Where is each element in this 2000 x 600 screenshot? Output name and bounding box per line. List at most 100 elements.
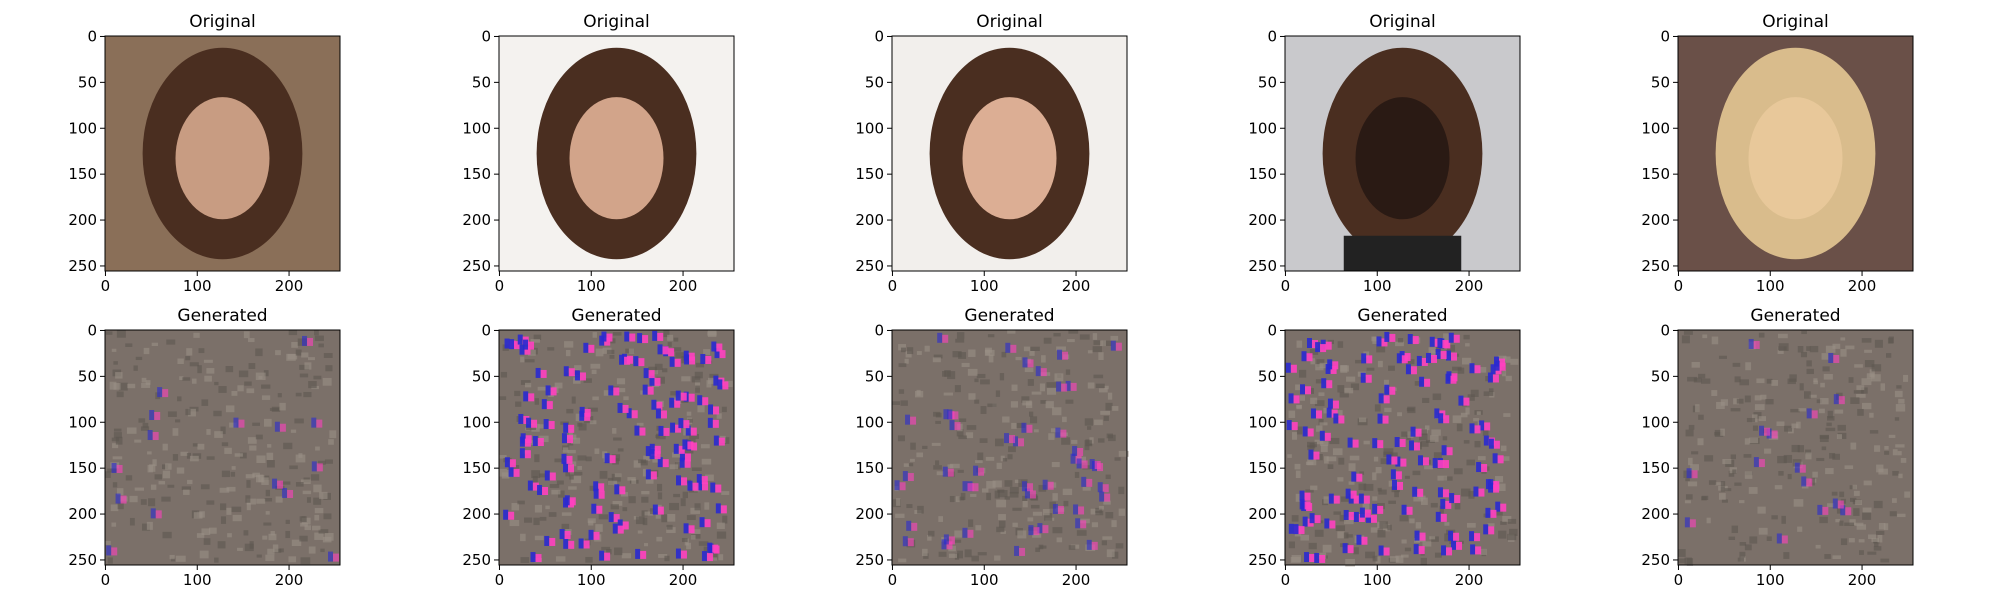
image-blob <box>1293 395 1300 404</box>
axes-frame <box>1284 329 1521 566</box>
image-noise <box>1711 390 1718 396</box>
image-noise <box>614 547 623 556</box>
axes-frame <box>1677 35 1914 272</box>
image-noise <box>1823 373 1833 380</box>
image-noise <box>694 379 701 388</box>
image-noise <box>272 544 279 553</box>
image-noise <box>1884 445 1889 450</box>
image-blob <box>1817 504 1823 515</box>
image-blob <box>1424 378 1431 387</box>
image-noise <box>1390 452 1398 459</box>
image-noise <box>264 498 273 502</box>
image-noise <box>709 557 718 561</box>
image-noise <box>968 349 976 357</box>
image-blob <box>508 511 515 520</box>
image-noise <box>681 376 691 382</box>
image-noise <box>1299 395 1306 401</box>
image-blob <box>1443 415 1450 424</box>
image-noise <box>914 390 924 398</box>
image-blob <box>1347 437 1353 448</box>
image-blob <box>1347 545 1354 554</box>
image-blob <box>681 477 688 486</box>
image-noise <box>1820 398 1829 405</box>
image-noise <box>524 359 535 363</box>
image-noise <box>1362 503 1370 510</box>
image-blob <box>1399 439 1406 448</box>
image-noise <box>154 474 162 480</box>
image-noise <box>652 459 659 463</box>
image-noise <box>1379 521 1388 529</box>
image-noise <box>1384 407 1392 413</box>
image-noise <box>230 471 236 477</box>
image-noise <box>1500 445 1507 452</box>
image-blob <box>1483 524 1489 535</box>
image-noise <box>151 342 159 347</box>
image-noise <box>1401 431 1411 437</box>
image-noise <box>1836 434 1842 440</box>
image-blob <box>626 408 632 419</box>
image-noise <box>616 378 626 385</box>
image-blob <box>962 481 968 492</box>
image-noise <box>1090 508 1100 515</box>
image-blob <box>1476 462 1482 473</box>
image-noise <box>898 389 905 394</box>
y-tick-label: 0 <box>1267 321 1277 339</box>
image-blob <box>691 442 698 451</box>
image-noise <box>1319 362 1330 369</box>
image-noise <box>609 355 615 359</box>
image-blob <box>894 480 900 491</box>
image-face <box>1355 97 1450 220</box>
image-blob <box>1401 504 1407 515</box>
image-blob <box>1405 364 1411 375</box>
image-noise <box>556 480 564 485</box>
image-noise <box>299 373 309 378</box>
image-noise <box>1338 457 1345 465</box>
image-blob <box>946 541 953 550</box>
image-noise <box>118 382 128 391</box>
image-noise <box>1045 401 1054 409</box>
image-noise <box>1718 355 1727 359</box>
y-tick-label: 200 <box>68 211 97 229</box>
image-noise <box>225 366 234 373</box>
image-blob <box>645 446 651 457</box>
image-blob <box>564 531 571 540</box>
image-noise <box>287 353 298 360</box>
image-noise <box>1754 395 1762 401</box>
image-noise <box>666 527 676 534</box>
image-shirt <box>1343 235 1462 271</box>
image-blob <box>1845 507 1852 516</box>
image-blob <box>598 490 605 499</box>
x-tick-label: 100 <box>1363 571 1392 589</box>
image-noise <box>1310 485 1318 491</box>
image-blob <box>637 333 643 344</box>
image-blob <box>1056 381 1062 392</box>
image-blob <box>1047 481 1054 490</box>
image-noise <box>1801 485 1809 489</box>
image-blob <box>1324 518 1330 529</box>
image-blob <box>639 427 646 436</box>
image-noise <box>1789 374 1797 382</box>
image-noise <box>149 464 156 472</box>
image-noise <box>551 489 561 495</box>
image-noise <box>1389 556 1399 562</box>
y-tick-label: 200 <box>1641 505 1670 523</box>
y-tick-label: 50 <box>78 367 97 385</box>
image-noise <box>1825 345 1836 353</box>
image-blob <box>680 392 687 401</box>
image-noise <box>1470 389 1479 397</box>
image-blob <box>1442 460 1449 469</box>
image-noise <box>1009 491 1019 498</box>
image-noise <box>669 502 680 511</box>
image-noise <box>1380 458 1390 465</box>
image-noise <box>1849 519 1856 525</box>
image-noise <box>635 516 645 525</box>
image-noise <box>1433 452 1442 460</box>
image-blob <box>115 493 121 504</box>
image-blob <box>674 399 681 408</box>
image-noise <box>589 420 597 425</box>
image-blob <box>1499 362 1506 371</box>
image-blob <box>684 453 691 462</box>
image-noise <box>510 465 520 471</box>
image-noise <box>234 453 243 457</box>
image-noise <box>644 511 654 516</box>
